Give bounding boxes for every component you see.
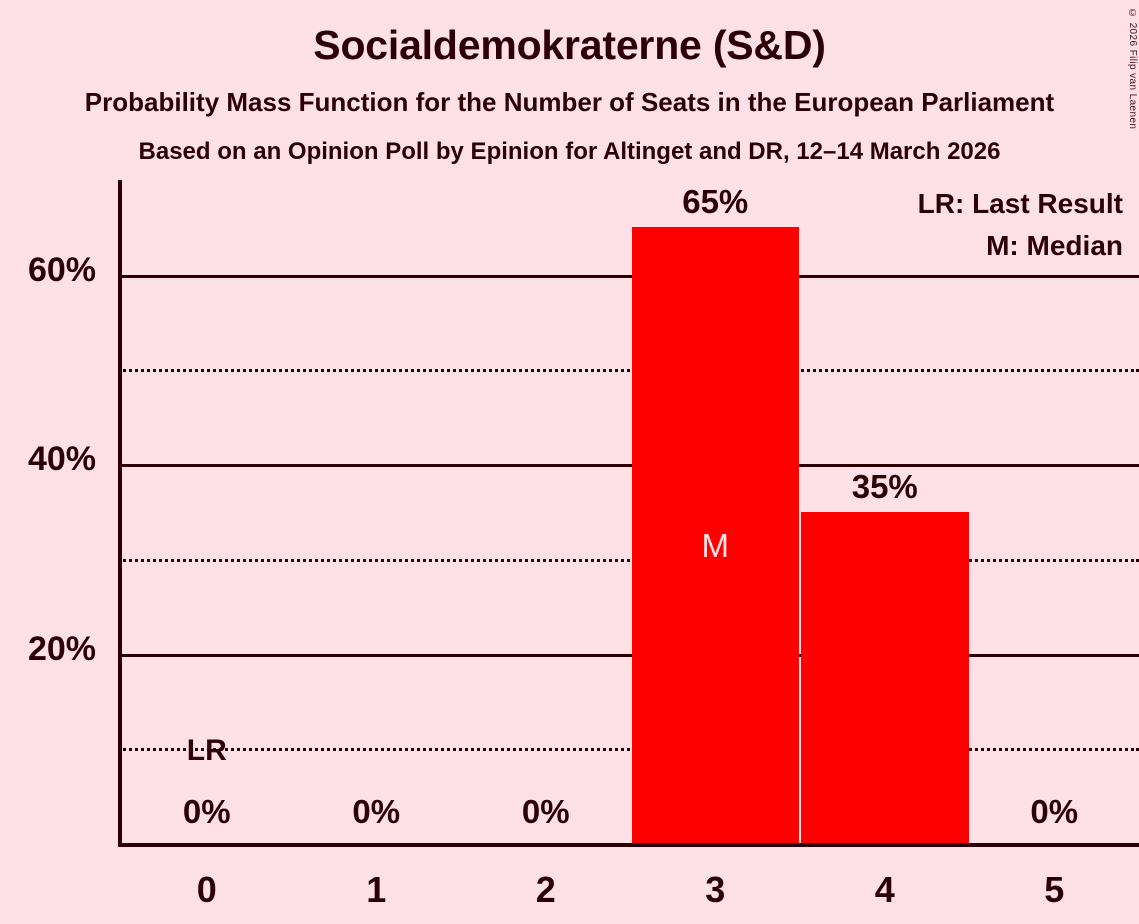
- value-label-5: 0%: [1030, 793, 1079, 830]
- value-label-3: 65%: [682, 183, 749, 221]
- x-tick-label-5: 5: [1044, 869, 1065, 910]
- gridline-20: [118, 653, 1139, 657]
- y-tick-label-20: 20%: [27, 629, 96, 668]
- chart-legend: LR: Last Result M: Median: [918, 183, 1123, 267]
- value-label-1: 0%: [352, 793, 401, 830]
- gridline-60: [118, 274, 1139, 278]
- y-tick-label-60: 60%: [27, 250, 96, 289]
- bar-3: M: [631, 227, 799, 843]
- y-axis-line: [118, 180, 122, 847]
- gridline-30: [118, 558, 1139, 562]
- gridline-50: [118, 369, 1139, 373]
- legend-entry-last-result: LR: Last Result: [917, 188, 1123, 219]
- value-label-2: 0%: [521, 793, 570, 830]
- page-title: Socialdemokraterne (S&D): [313, 22, 826, 68]
- x-tick-label-0: 0: [196, 869, 217, 910]
- chart-subtitle: Probability Mass Function for the Number…: [84, 87, 1055, 117]
- legend-entry-median: M: Median: [986, 230, 1123, 261]
- plot-area: M 0% 0% 0% 65% 35% 0% LR: [118, 180, 1139, 847]
- bar-4: [801, 511, 969, 843]
- value-label-0: 0%: [182, 793, 231, 830]
- gridline-10: [118, 748, 1139, 752]
- median-marker: M: [701, 527, 730, 565]
- x-tick-label-2: 2: [535, 869, 556, 910]
- last-result-marker: LR: [186, 734, 227, 768]
- x-tick-label-1: 1: [366, 869, 387, 910]
- x-axis-line: [118, 843, 1139, 847]
- chart-source-subtitle: Based on an Opinion Poll by Epinion for …: [138, 138, 1001, 165]
- x-tick-label-3: 3: [705, 869, 726, 910]
- gridline-40: [118, 464, 1139, 468]
- value-label-4: 35%: [851, 467, 918, 505]
- x-tick-label-4: 4: [874, 869, 895, 910]
- copyright-notice: © 2026 Filip van Laenen: [1127, 8, 1138, 130]
- y-tick-label-40: 40%: [27, 440, 96, 479]
